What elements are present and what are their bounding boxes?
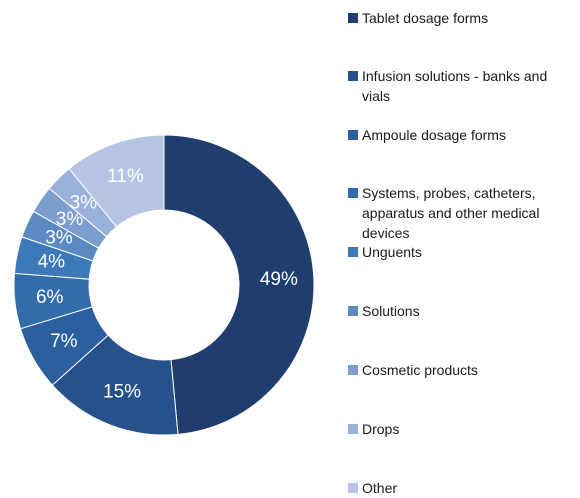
slice-label-3: 7%	[50, 331, 78, 352]
legend-swatch	[348, 483, 358, 493]
legend-label: Infusion solutions - banks and vials	[362, 68, 548, 104]
slice-label-9: 11%	[107, 166, 144, 187]
slice-label-4: 6%	[36, 287, 64, 308]
slice-label-1: 49%	[260, 269, 298, 290]
slice-label-8: 3%	[70, 193, 98, 214]
legend-label: Unguents	[362, 244, 422, 260]
legend-item: Ampoule dosage forms	[348, 125, 576, 145]
legend-swatch	[348, 13, 358, 23]
slice-label-5: 4%	[38, 251, 66, 272]
legend-swatch	[348, 130, 358, 140]
legend-swatch	[348, 365, 358, 375]
legend-label: Cosmetic products	[362, 362, 478, 378]
slice-label-6: 3%	[45, 228, 73, 249]
legend-item: Other	[348, 478, 576, 498]
slice-9	[68, 134, 165, 228]
legend-label: Solutions	[362, 303, 420, 319]
legend-swatch	[348, 247, 358, 257]
legend-label: Drops	[362, 421, 400, 437]
legend-item: Infusion solutions - banks and vials	[348, 66, 576, 106]
slice-1	[163, 134, 315, 435]
legend-item: Drops	[348, 419, 576, 439]
legend-label: Other	[362, 480, 398, 496]
legend-item: Solutions	[348, 301, 576, 321]
legend-swatch	[348, 188, 358, 198]
legend-label: Ampoule dosage forms	[362, 127, 506, 143]
legend-item: Unguents	[348, 242, 576, 262]
legend-swatch	[348, 424, 358, 434]
slice-label-2: 15%	[103, 382, 141, 403]
legend-swatch	[348, 306, 358, 316]
slice-label-7: 3%	[56, 209, 84, 230]
legend-item: Systems, probes, catheters, apparatus an…	[348, 183, 576, 243]
legend-item: Cosmetic products	[348, 360, 576, 380]
legend-item: Tablet dosage forms	[348, 8, 576, 28]
legend-swatch	[348, 71, 358, 81]
legend-label: Tablet dosage forms	[362, 10, 489, 26]
legend-label: Systems, probes, catheters, apparatus an…	[362, 185, 540, 241]
